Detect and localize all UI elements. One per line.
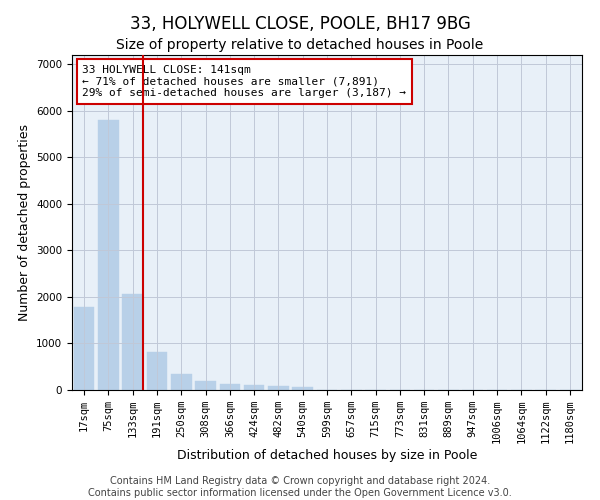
Bar (268, 386, 289, 390)
Text: 33, HOLYWELL CLOSE, POOLE, BH17 9BG: 33, HOLYWELL CLOSE, POOLE, BH17 9BG (130, 15, 470, 33)
Bar (244, 385, 265, 390)
Bar (122, 294, 143, 390)
Bar (171, 374, 191, 390)
Bar (220, 384, 240, 390)
Bar (195, 381, 216, 390)
Bar (146, 352, 167, 390)
Text: 33 HOLYWELL CLOSE: 141sqm
← 71% of detached houses are smaller (7,891)
29% of se: 33 HOLYWELL CLOSE: 141sqm ← 71% of detac… (82, 65, 406, 98)
Bar (98, 120, 119, 390)
Bar (74, 307, 94, 390)
Text: Contains HM Land Registry data © Crown copyright and database right 2024.
Contai: Contains HM Land Registry data © Crown c… (88, 476, 512, 498)
Y-axis label: Number of detached properties: Number of detached properties (17, 124, 31, 321)
X-axis label: Distribution of detached houses by size in Poole: Distribution of detached houses by size … (177, 449, 477, 462)
Bar (292, 386, 313, 390)
Text: Size of property relative to detached houses in Poole: Size of property relative to detached ho… (116, 38, 484, 52)
